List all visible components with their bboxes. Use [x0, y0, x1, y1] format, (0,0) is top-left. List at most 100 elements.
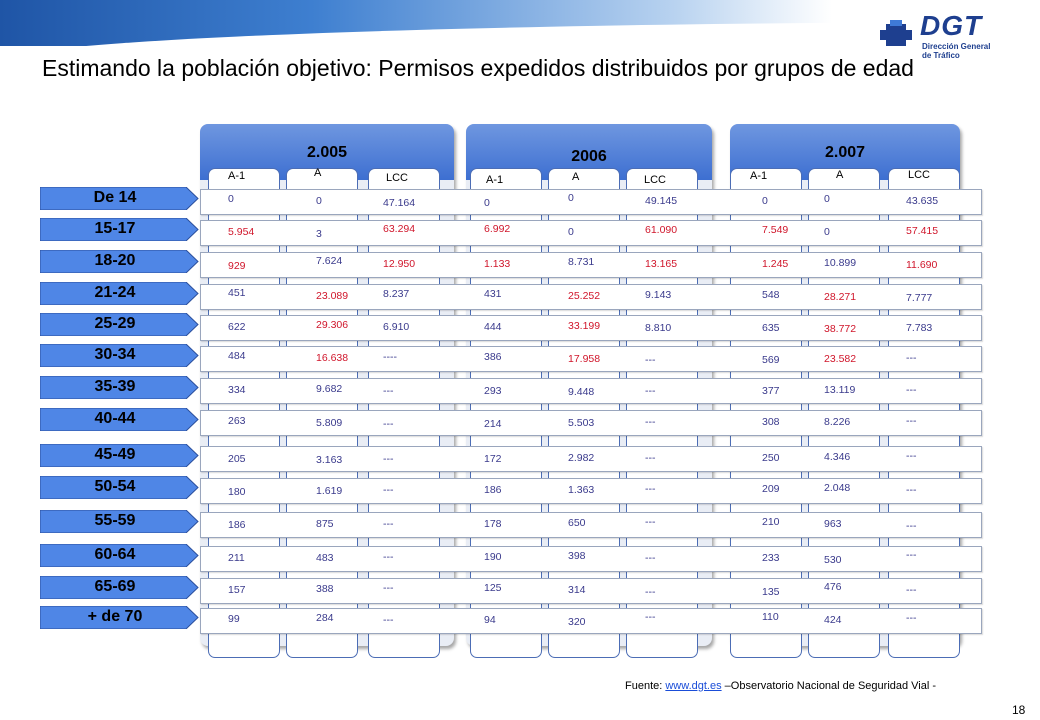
table-row	[200, 446, 982, 472]
cell-2006-a-1: 172	[484, 453, 502, 465]
cell-2007-a-1: 0	[762, 194, 768, 207]
age-group-label: 60-64	[40, 544, 199, 567]
table-row	[200, 315, 982, 341]
cell-2007-a-1: 110	[762, 610, 779, 623]
cell-2006-lcc: ---	[645, 585, 656, 598]
cell-2005-lcc: 47.164	[383, 196, 416, 209]
cell-2006-lcc: 13.165	[645, 258, 678, 271]
age-arrow-shape	[40, 510, 199, 533]
age-group-label: 45-49	[40, 444, 199, 467]
table-row	[200, 252, 982, 278]
age-group-text: 21-24	[94, 284, 136, 301]
cell-2006-lcc: ---	[645, 415, 656, 428]
column-header-a: A	[572, 171, 580, 183]
cell-2006-a-1: 178	[484, 518, 502, 531]
cell-2007-a: 530	[824, 553, 842, 566]
cell-2007-a-1: 209	[762, 483, 780, 496]
table-row	[200, 578, 982, 604]
cell-2005-lcc: ---	[383, 483, 394, 496]
age-arrow-shape	[40, 476, 199, 499]
cell-2007-a: 2.048	[824, 482, 851, 494]
column-header-a1: A-1	[228, 170, 246, 182]
age-arrow-shape	[40, 218, 199, 241]
column-header-a: A	[836, 169, 844, 181]
cell-2006-a: 33.199	[568, 320, 601, 333]
age-group-label: 35-39	[40, 376, 199, 399]
cell-2005-a-1: 99	[228, 613, 240, 626]
cell-2006-a-1: 1.133	[484, 257, 511, 270]
cell-2006-a: 0	[568, 191, 574, 204]
cell-2005-a: 23.089	[316, 289, 349, 302]
cell-2007-a-1: 635	[762, 322, 780, 334]
cell-2006-a-1: 293	[484, 385, 502, 397]
table-row	[200, 284, 982, 310]
cell-2006-a: 314	[568, 583, 586, 596]
cell-2006-a: 650	[568, 517, 586, 530]
year-label: 2006	[571, 148, 607, 165]
cell-2005-a: 388	[316, 583, 334, 596]
cell-2007-lcc: ---	[906, 415, 917, 428]
cell-2005-lcc: ---	[383, 613, 394, 626]
age-group-label: 30-34	[40, 344, 199, 367]
cell-2005-lcc: 12.950	[383, 257, 416, 270]
cell-2005-lcc: 6.910	[383, 321, 410, 334]
age-arrow-shape	[40, 187, 199, 210]
cell-2005-a: 9.682	[316, 383, 343, 396]
cell-2005-a-1: 211	[228, 551, 245, 564]
cell-2007-lcc: ---	[906, 519, 917, 532]
cell-2005-a: 3.163	[316, 453, 343, 466]
cell-2006-lcc: ---	[645, 385, 656, 397]
cell-2007-a: 23.582	[824, 353, 857, 365]
age-group-label: 18-20	[40, 250, 199, 273]
column-header-a: A	[314, 167, 322, 179]
cell-2007-a: 424	[824, 613, 842, 626]
age-group-label: 21-24	[40, 282, 199, 305]
age-group-text: 18-20	[94, 252, 136, 269]
cell-2007-a: 8.226	[824, 416, 851, 429]
cell-2005-a: 284	[316, 612, 334, 624]
cell-2006-a-1: 94	[484, 613, 496, 626]
cell-2006-a-1: 386	[484, 351, 502, 364]
cell-2006-lcc: ---	[645, 452, 656, 465]
year-label: 2.005	[306, 144, 348, 161]
cell-2005-lcc: ---	[383, 385, 394, 397]
dgt-logo-icon	[880, 20, 912, 46]
cell-2007-a: 10.899	[824, 257, 857, 270]
cell-2007-a: 38.772	[824, 322, 857, 335]
cell-2005-a: 483	[316, 552, 334, 565]
cell-2007-lcc: 7.783	[906, 322, 933, 334]
cell-2005-a: 1.619	[316, 485, 343, 497]
cell-2007-a: 4.346	[824, 451, 851, 464]
cell-2007-lcc: 57.415	[906, 225, 939, 238]
cell-2006-a-1: 186	[484, 483, 502, 496]
age-arrow-shape	[40, 282, 199, 305]
cell-2005-lcc: ---	[383, 582, 394, 594]
source-link[interactable]: www.dgt.es	[665, 680, 722, 692]
age-arrow-shape	[40, 544, 199, 567]
age-arrow-shape	[40, 250, 199, 273]
cell-2005-a: 7.624	[316, 254, 343, 267]
source-note: Fuente: www.dgt.es –Observatorio Naciona…	[625, 680, 936, 692]
age-arrow-shape	[40, 444, 199, 467]
age-group-text: 60-64	[94, 546, 136, 563]
cell-2007-lcc: ---	[906, 612, 917, 624]
table-row	[200, 478, 982, 504]
age-arrow-shape	[40, 344, 199, 367]
age-group-label: 65-69	[40, 576, 199, 599]
cell-2007-a: 476	[824, 580, 842, 593]
cell-2006-a: 1.363	[568, 484, 595, 497]
cell-2006-lcc: ---	[645, 551, 656, 564]
cell-2005-a-1: 157	[228, 584, 246, 597]
age-group-text: 30-34	[94, 346, 136, 363]
cell-2006-a-1: 214	[484, 417, 502, 430]
age-group-text: 25-29	[94, 315, 136, 332]
year-label: 2.007	[824, 144, 866, 161]
age-group-text: 55-59	[94, 512, 136, 529]
cell-2006-a: 9.448	[568, 385, 595, 398]
cell-2005-a: 16.638	[316, 352, 349, 365]
age-arrow-shape	[40, 376, 199, 399]
age-group-label: 50-54	[40, 476, 199, 499]
cell-2007-a-1: 1.245	[762, 258, 789, 271]
table-row	[200, 546, 982, 572]
cell-2007-lcc: ---	[906, 450, 917, 462]
